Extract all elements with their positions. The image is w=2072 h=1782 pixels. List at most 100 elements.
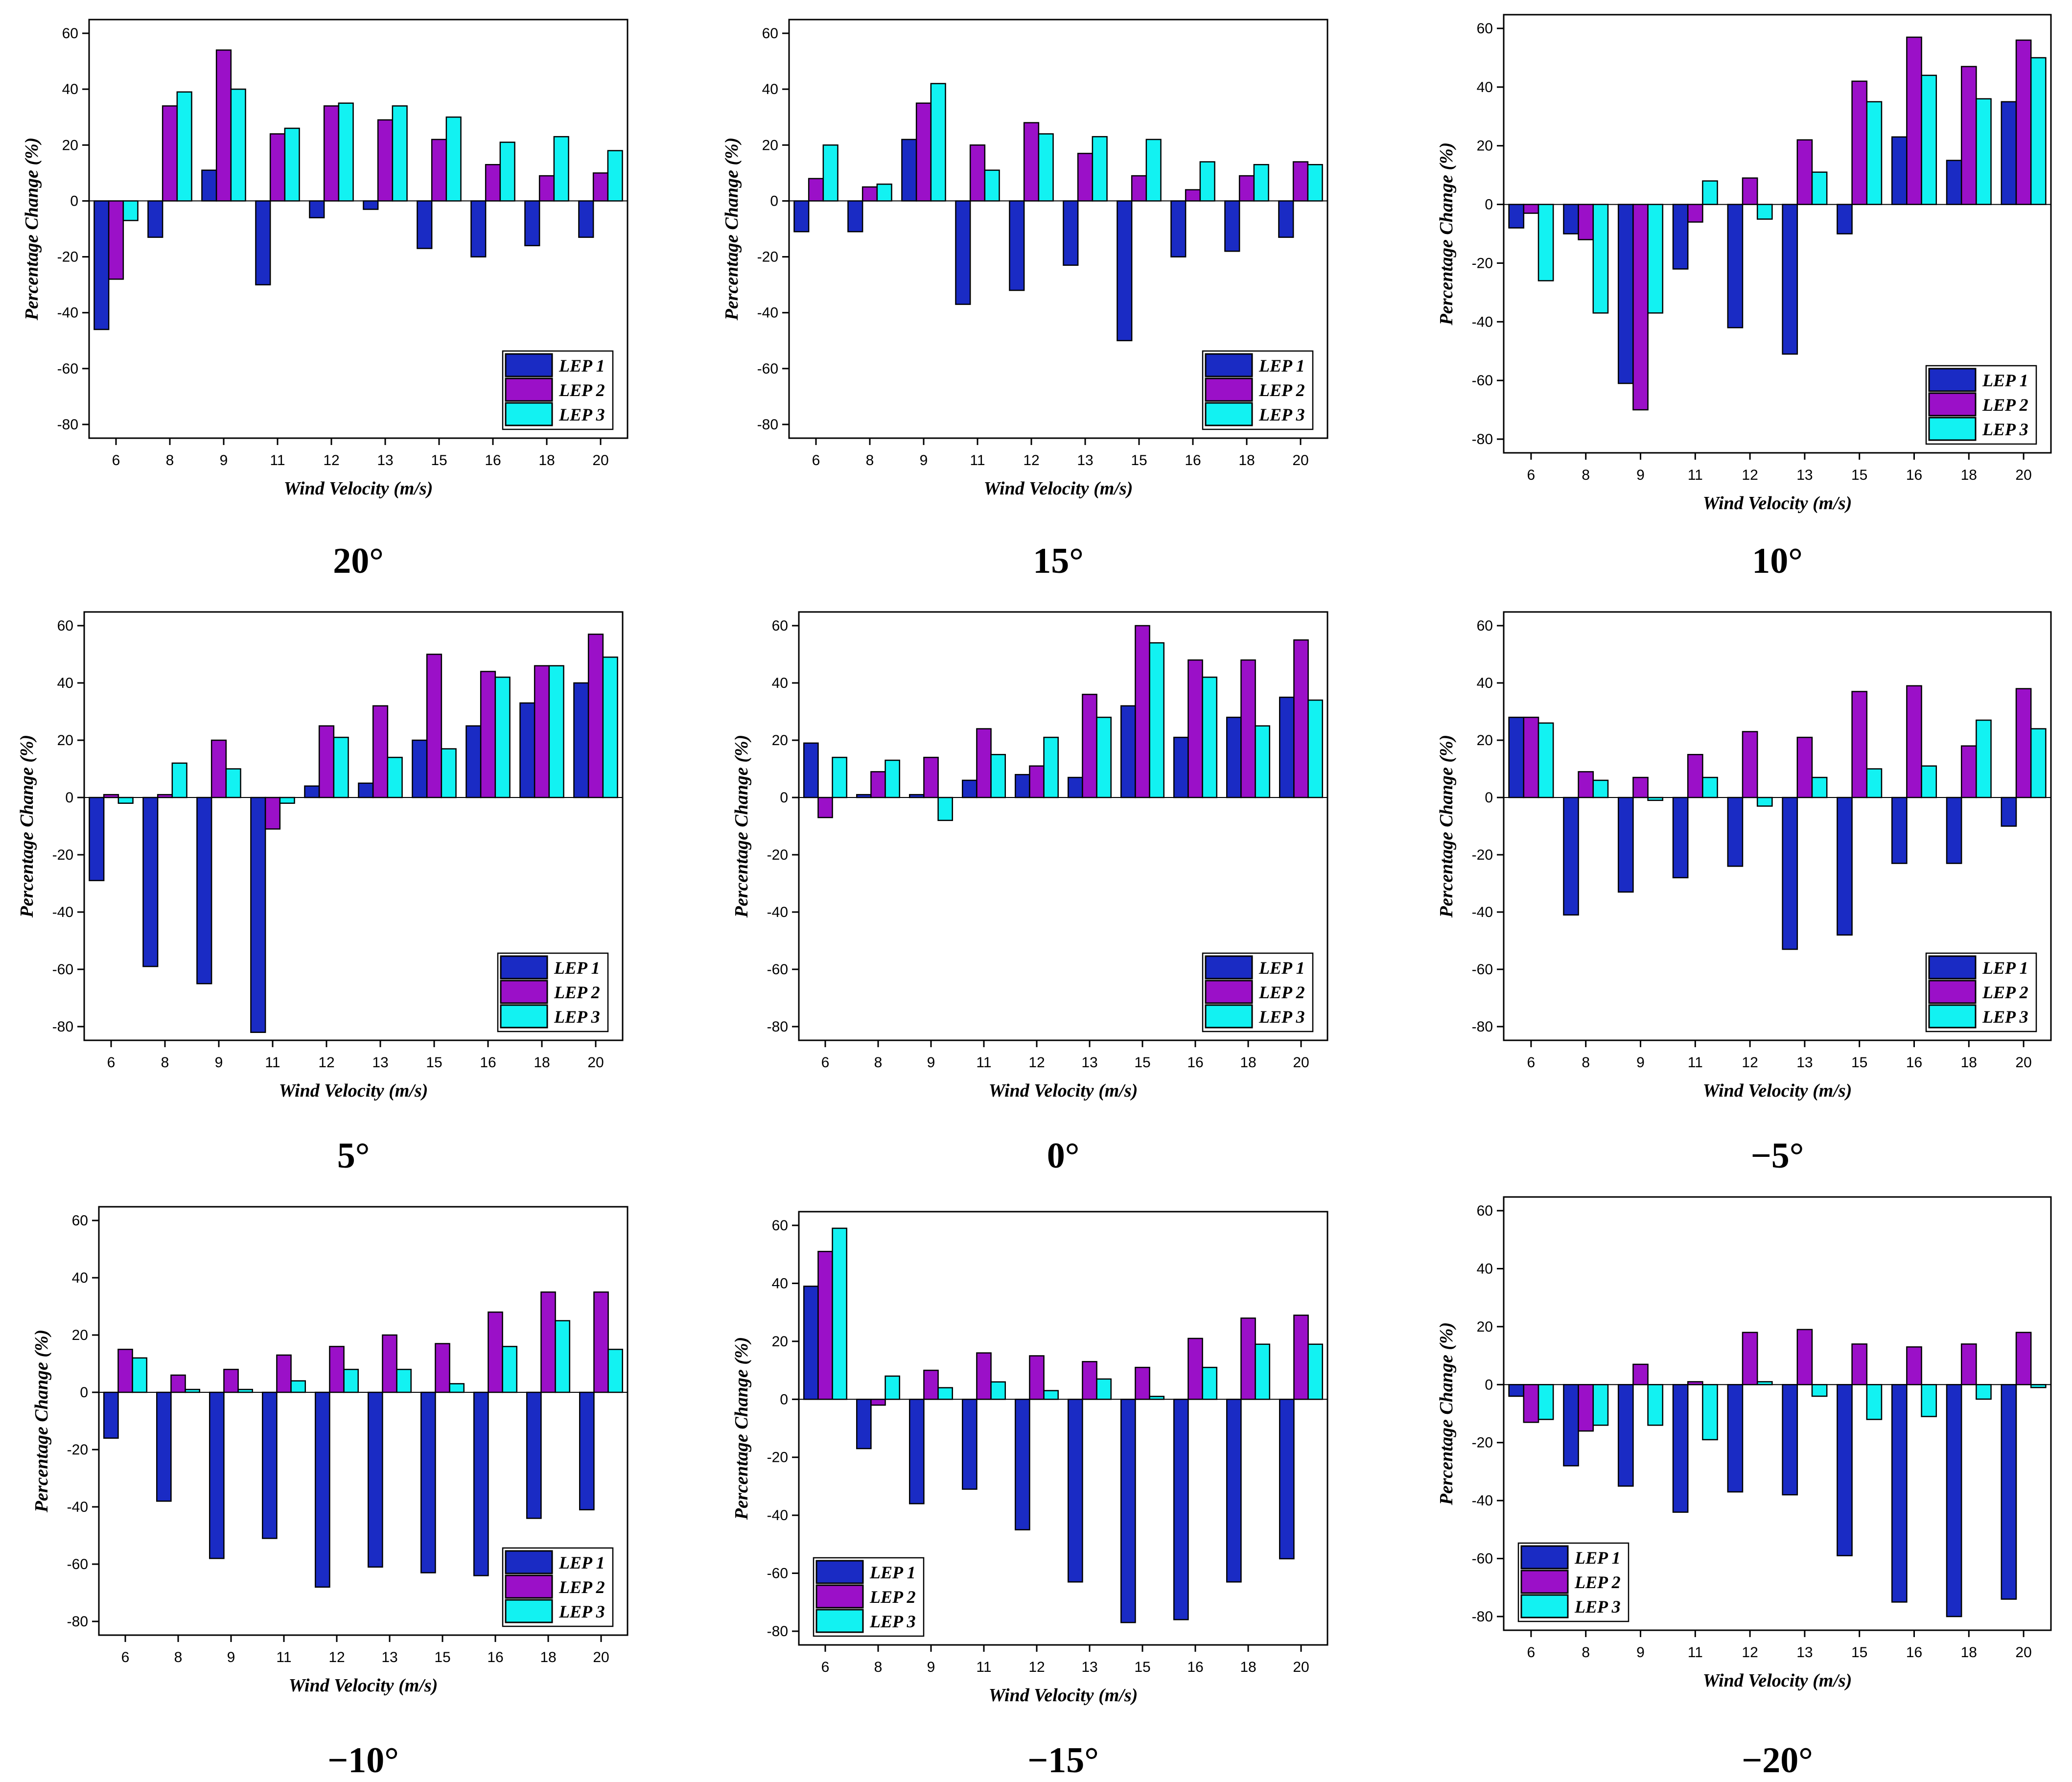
bar-lep1-20: [1279, 1399, 1295, 1560]
x-tick-label: 13: [381, 1649, 397, 1665]
x-tick-label: 15: [431, 452, 447, 469]
bar-lep1-9: [909, 794, 925, 798]
y-tick-label: 40: [772, 675, 788, 691]
bar-lep1-6: [1508, 1384, 1525, 1397]
bar-lep3-11: [990, 1381, 1006, 1400]
x-axis-title: Wind Velocity (m/s): [284, 478, 433, 499]
y-axis-title: Percentage Change (%): [722, 138, 742, 321]
legend-swatch: [1520, 1545, 1569, 1570]
bar-lep1-12: [1727, 797, 1744, 867]
x-tick-label: 11: [1688, 467, 1703, 483]
bar-lep1-15: [412, 739, 428, 798]
bar-lep1-8: [142, 797, 159, 967]
bar-lep3-6: [1537, 204, 1554, 281]
bar-lep2-13: [1796, 139, 1813, 205]
y-tick-label: 0: [780, 790, 788, 806]
bar-lep3-18: [548, 665, 564, 798]
y-tick-label: 0: [770, 193, 778, 209]
bar-lep3-13: [392, 105, 408, 202]
bar-lep2-16: [1187, 659, 1203, 798]
x-tick-label: 16: [1906, 467, 1922, 483]
bar-lep2-12: [323, 105, 340, 202]
y-tick-label: 40: [1477, 1261, 1493, 1277]
bar-lep1-20: [573, 682, 589, 798]
legend-swatch: [1928, 980, 1977, 1004]
bar-lep1-13: [1068, 1399, 1083, 1583]
legend-label: LEP 3: [1258, 1007, 1305, 1027]
bar-lep1-9: [201, 169, 217, 202]
bar-lep1-15: [1120, 1399, 1136, 1623]
y-tick-label: 20: [762, 137, 778, 153]
bar-lep1-13: [358, 782, 374, 798]
x-tick-label: 16: [1187, 1055, 1203, 1071]
legend-swatch: [500, 980, 548, 1004]
y-tick-label: 40: [62, 81, 78, 97]
x-tick-label: 15: [1851, 467, 1867, 483]
legend: LEP 1 LEP 2 LEP 3: [1517, 1542, 1630, 1622]
bar-lep2-18: [1960, 66, 1977, 205]
bar-lep3-15: [1149, 642, 1164, 798]
bar-lep3-9: [930, 83, 946, 202]
legend-label: LEP 1: [869, 1563, 916, 1582]
legend-label: LEP 1: [559, 356, 605, 375]
bar-lep3-12: [1043, 1390, 1059, 1400]
x-tick-label: 15: [426, 1055, 442, 1071]
x-tick-label: 9: [1636, 1055, 1645, 1071]
bar-lep3-15: [1149, 1396, 1164, 1400]
legend: LEP 1 LEP 2 LEP 3: [1202, 350, 1314, 430]
bar-lep1-9: [1617, 204, 1634, 384]
x-axis-title: Wind Velocity (m/s): [1703, 493, 1852, 514]
legend-label: LEP 2: [1982, 983, 2028, 1002]
legend: LEP 1 LEP 2 LEP 3: [813, 1557, 925, 1637]
legend-label: LEP 2: [1982, 395, 2028, 415]
bar-lep3-18: [1976, 719, 1992, 798]
bar-lep3-6: [1537, 1384, 1554, 1420]
x-tick-label: 11: [1688, 1644, 1703, 1661]
bar-lep3-8: [1592, 779, 1609, 798]
bar-lep3-11: [984, 169, 1000, 202]
bar-lep3-6: [1537, 722, 1554, 798]
x-tick-label: 18: [1240, 1659, 1256, 1675]
y-tick-label: -20: [1472, 847, 1493, 863]
x-tick-label: 13: [1081, 1055, 1097, 1071]
legend-swatch: [500, 955, 548, 980]
x-axis-title: Wind Velocity (m/s): [984, 478, 1133, 499]
bar-lep3-11: [1702, 180, 1718, 205]
plot-frame: [1503, 1196, 2052, 1631]
legend-label: LEP 3: [559, 1602, 605, 1621]
bar-lep2-6: [817, 797, 833, 819]
y-tick-label: 0: [65, 790, 73, 806]
bar-lep2-16: [488, 1311, 503, 1393]
legend-swatch: [1205, 955, 1253, 980]
bar-lep3-11: [990, 754, 1006, 798]
bar-lep1-6: [103, 1391, 119, 1439]
bar-lep2-20: [592, 172, 609, 202]
y-tick-label: 20: [1477, 732, 1493, 749]
bar-lep3-9: [237, 1388, 253, 1393]
y-tick-label: 60: [72, 1213, 88, 1229]
bar-lep3-20: [1307, 164, 1323, 202]
y-axis-title: Percentage Change (%): [17, 735, 37, 918]
x-tick-label: 9: [927, 1055, 935, 1071]
bar-lep1-15: [1837, 1384, 1853, 1556]
legend-label: LEP 2: [1258, 380, 1305, 400]
bar-lep2-6: [1523, 1384, 1539, 1423]
bar-lep2-18: [1960, 1343, 1977, 1385]
bar-lep1-11: [962, 779, 978, 798]
legend-label: LEP 2: [1258, 983, 1305, 1002]
bar-lep3-9: [230, 88, 246, 202]
x-tick-label: 12: [1028, 1659, 1045, 1675]
bar-lep1-15: [1837, 204, 1853, 234]
x-tick-label: 6: [821, 1055, 830, 1071]
bar-lep3-18: [1255, 725, 1270, 798]
bar-lep2-12: [1742, 177, 1758, 205]
y-tick-label: -80: [767, 1019, 788, 1035]
x-tick-label: 16: [1187, 1659, 1203, 1675]
legend-swatch: [1928, 1004, 1977, 1029]
bar-lep2-18: [538, 175, 555, 202]
chart-panel-8: 60 40 20 0 -20 -40 -60 -80 6 8 9 11 12 13 15 16 18 20 Wind…: [731, 1211, 1328, 1706]
y-tick-label: 20: [1477, 138, 1493, 154]
legend-label: LEP 3: [1982, 1007, 2028, 1027]
bar-lep1-20: [2001, 101, 2017, 205]
bar-lep1-18: [1946, 797, 1962, 864]
